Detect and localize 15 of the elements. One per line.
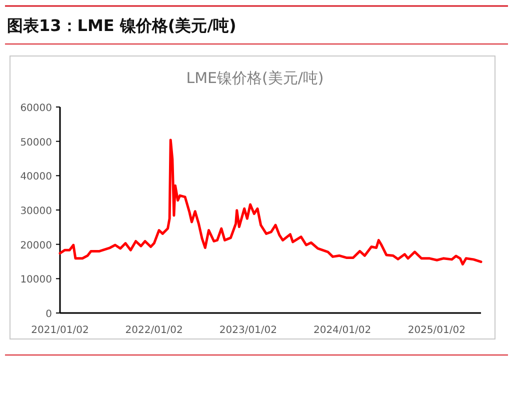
y-tick-label: 50000 xyxy=(20,137,52,148)
y-tick-label: 0 xyxy=(46,309,52,320)
y-tick-label: 20000 xyxy=(20,240,52,252)
y-tick-label: 60000 xyxy=(20,103,52,114)
y-tick-label: 30000 xyxy=(20,206,52,217)
y-tick-label: 10000 xyxy=(20,274,52,286)
x-tick-label: 2023/01/02 xyxy=(219,325,278,336)
x-tick-label: 2025/01/02 xyxy=(408,325,466,336)
chart-subtitle: LME镍价格(美元/吨) xyxy=(186,69,324,87)
chart-title: 图表13：LME 镍价格(美元/吨) xyxy=(7,16,236,35)
line-series xyxy=(58,138,482,266)
y-tick-label: 40000 xyxy=(20,172,52,183)
x-tick-label: 2022/01/02 xyxy=(125,325,183,336)
x-tick-label: 2021/01/02 xyxy=(31,325,89,336)
x-tick-label: 2024/01/02 xyxy=(313,325,372,336)
